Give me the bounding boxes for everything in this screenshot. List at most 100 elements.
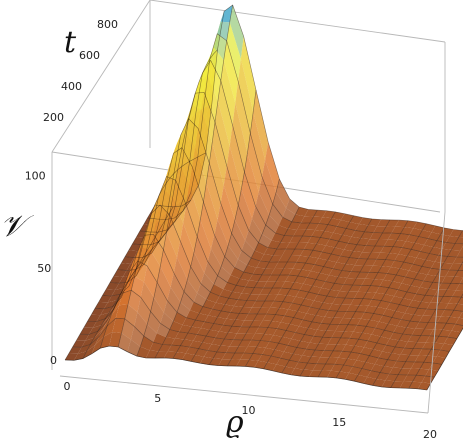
surface-facet — [391, 226, 405, 234]
surface-facet — [82, 345, 96, 359]
surface-facet — [409, 348, 423, 356]
surface-facet — [230, 306, 244, 314]
surface-facet — [390, 381, 404, 388]
surface-facet — [294, 362, 308, 370]
mesh-line-rho — [372, 230, 463, 386]
surface-facet — [320, 350, 334, 358]
surface-facet — [349, 215, 363, 224]
surface-facet — [263, 362, 277, 371]
surface-facet — [318, 217, 332, 225]
surface-facet — [278, 217, 292, 229]
surface-facet — [389, 332, 403, 341]
surface-facet — [209, 323, 223, 332]
surface-facet — [354, 339, 368, 348]
surface-facet — [412, 257, 426, 267]
surface-facet — [145, 350, 159, 359]
z-axis-ticks: 0 50 100 — [25, 170, 57, 367]
surface-facet — [280, 315, 294, 324]
surface-facet — [366, 319, 379, 328]
surface-facet — [98, 316, 111, 337]
surface-facet — [109, 332, 122, 347]
surface-facet — [349, 251, 363, 259]
surface-facet — [334, 276, 348, 285]
surface-facet — [276, 274, 289, 282]
surface-facet — [285, 360, 299, 369]
surface-facet — [113, 269, 127, 277]
surface-facet — [282, 249, 295, 256]
mesh-line-rho — [317, 220, 409, 378]
surface-facet — [365, 355, 379, 365]
surface-facet — [387, 267, 400, 275]
surface-facet — [393, 240, 406, 248]
surface-facet — [231, 319, 245, 327]
surface-facet — [240, 353, 253, 360]
surface-facet — [254, 242, 268, 255]
surface-facet — [447, 330, 461, 339]
surface-facet — [348, 285, 362, 292]
surface-facet — [300, 249, 313, 257]
surface-facet — [354, 258, 368, 266]
bounding-box-front — [59, 211, 446, 414]
surface-facet — [216, 345, 230, 353]
surface-facet — [428, 316, 441, 323]
surface-facet — [207, 344, 221, 352]
surface-facet — [340, 213, 354, 223]
surface-facet — [350, 265, 364, 273]
surface-facet — [130, 326, 144, 347]
surface-facet — [163, 232, 177, 273]
surface-facet — [394, 374, 408, 382]
surface-facet — [446, 316, 460, 325]
surface-facet — [119, 290, 132, 306]
surface-facet — [271, 349, 284, 359]
surface-facet — [137, 297, 151, 325]
surface-facet — [286, 324, 299, 333]
surface-facet — [327, 253, 341, 263]
surface-facet — [362, 326, 376, 335]
surface-facet — [399, 298, 413, 307]
surface-facet — [391, 346, 405, 355]
surface-facet — [171, 338, 185, 346]
surface-facet — [111, 288, 125, 296]
surface-facet — [307, 271, 320, 280]
surface-facet — [258, 274, 271, 282]
surface-facet — [291, 249, 304, 256]
surface-facet — [253, 89, 269, 161]
surface-facet — [252, 206, 266, 235]
surface-facet — [431, 342, 445, 350]
surface-facet — [197, 219, 212, 262]
x-tick-label: 20 — [423, 428, 437, 441]
surface-facet — [357, 285, 371, 293]
surface-facet — [360, 347, 374, 356]
surface-facet — [390, 260, 404, 269]
surface-facet — [169, 321, 183, 332]
surface-facet — [424, 238, 437, 248]
surface-facet — [400, 227, 414, 235]
surface-facet — [117, 263, 131, 271]
surface-facet — [252, 267, 266, 275]
surface-facet — [303, 242, 317, 251]
surface-facet — [167, 345, 181, 353]
surface-facet — [440, 343, 454, 352]
surface-facet — [348, 318, 361, 326]
surface-facet — [217, 80, 233, 146]
surface-facet — [204, 261, 218, 285]
surface-facet — [304, 292, 318, 301]
surface-facet — [367, 252, 381, 260]
surface-facet — [243, 300, 256, 308]
surface-facet — [298, 236, 312, 243]
mesh-line-rho — [190, 178, 280, 362]
surface-facet — [106, 282, 119, 290]
surface-facet — [149, 342, 163, 352]
surface-facet — [302, 349, 315, 357]
surface-facet — [435, 336, 448, 344]
surface-facet — [195, 313, 209, 322]
surface-facet — [332, 297, 345, 305]
surface-facet — [312, 279, 326, 288]
surface-facet — [306, 307, 320, 316]
surface-facet — [281, 366, 295, 375]
surface-facet — [328, 303, 342, 312]
surface-facet — [413, 308, 427, 316]
surface-facet — [178, 147, 193, 186]
surface-facet — [206, 163, 221, 220]
surface-facet — [300, 216, 314, 224]
